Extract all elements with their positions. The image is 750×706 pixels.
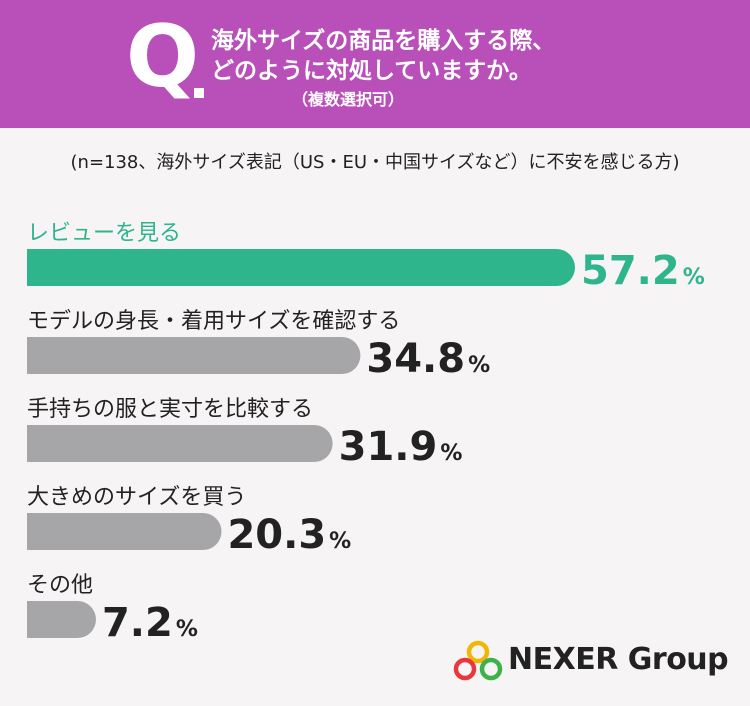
question-note: （複数選択可） — [292, 90, 405, 109]
question-line-1: 海外サイズの商品を購入する際、 — [211, 28, 556, 54]
company-logo: NEXER Group — [452, 638, 732, 688]
value-label: 31.9% — [339, 424, 463, 470]
nexer-rings-icon — [453, 640, 503, 681]
category-label: 手持ちの服と実寸を比較する — [27, 397, 313, 422]
value-label: 7.2% — [102, 600, 198, 646]
logo-text: NEXER Group — [508, 642, 729, 677]
bar — [27, 513, 222, 550]
bar — [27, 249, 575, 286]
category-label: その他 — [27, 573, 93, 598]
q-label: Q — [126, 7, 200, 107]
header-banner: Q 海外サイズの商品を購入する際、 どのように対処していますか。 （複数選択可） — [0, 0, 750, 128]
category-label: 大きめのサイズを買う — [27, 485, 246, 510]
value-label: 57.2% — [581, 248, 705, 294]
category-label: レビューを見る — [27, 221, 181, 246]
bar — [27, 337, 361, 374]
q-dot — [194, 88, 204, 98]
question-line-2: どのように対処していますか。 — [211, 58, 532, 84]
category-label: モデルの身長・着用サイズを確認する — [27, 309, 400, 334]
bar — [27, 601, 96, 638]
value-label: 34.8% — [366, 336, 490, 382]
value-label: 20.3% — [227, 512, 351, 558]
sample-note: (n=138、海外サイズ表記（US・EU・中国サイズなど）に不安を感じる方) — [70, 152, 680, 173]
bar — [27, 425, 333, 462]
